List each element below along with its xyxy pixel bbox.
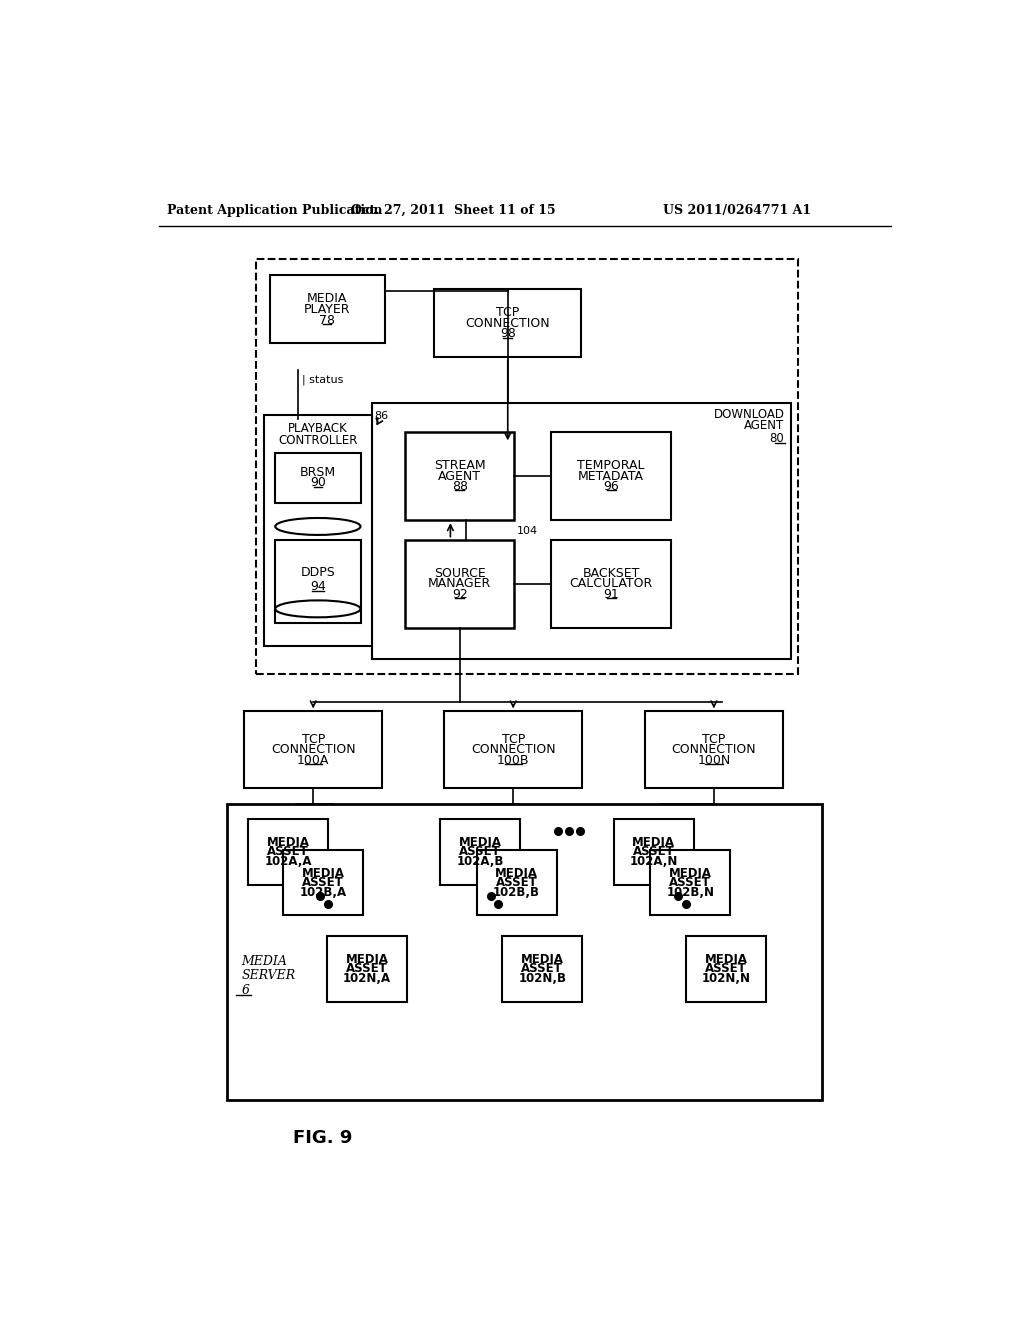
Bar (444, 711, 583, 788)
Text: ASSET: ASSET (633, 845, 675, 858)
Text: BRSM: BRSM (300, 466, 336, 479)
Text: 92: 92 (452, 589, 468, 601)
Text: CONNECTION: CONNECTION (672, 743, 756, 756)
Text: 102A,A: 102A,A (264, 855, 311, 867)
Text: 98: 98 (500, 327, 516, 341)
Text: BACKSET: BACKSET (583, 566, 640, 579)
Text: Patent Application Publication: Patent Application Publication (167, 205, 382, 218)
Bar (434, 289, 582, 358)
Text: ASSET: ASSET (460, 845, 501, 858)
Text: MANAGER: MANAGER (428, 577, 492, 590)
Bar (270, 276, 385, 343)
Text: ASSET: ASSET (706, 962, 746, 975)
Bar (477, 850, 557, 915)
Text: | status: | status (302, 375, 344, 385)
Text: SOURCE: SOURCE (434, 566, 485, 579)
Text: MEDIA: MEDIA (669, 867, 712, 879)
Text: CONNECTION: CONNECTION (466, 317, 550, 330)
Text: PLAYBACK: PLAYBACK (288, 422, 348, 436)
Text: MEDIA: MEDIA (307, 292, 347, 305)
Bar (283, 850, 362, 915)
Text: ASSET: ASSET (521, 962, 563, 975)
Bar (372, 404, 791, 659)
Bar (551, 432, 672, 520)
Text: TCP: TCP (496, 306, 519, 319)
Text: Oct. 27, 2011  Sheet 11 of 15: Oct. 27, 2011 Sheet 11 of 15 (351, 205, 556, 218)
Bar (406, 540, 514, 628)
Text: 100N: 100N (697, 754, 730, 767)
Text: MEDIA: MEDIA (705, 953, 748, 966)
Bar (256, 259, 799, 675)
Text: DOWNLOAD: DOWNLOAD (714, 408, 784, 421)
Text: AGENT: AGENT (438, 470, 481, 483)
Text: 90: 90 (310, 477, 326, 490)
Text: 100A: 100A (297, 754, 330, 767)
Bar (686, 936, 766, 1002)
Text: ASSET: ASSET (670, 876, 711, 890)
Text: CONNECTION: CONNECTION (471, 743, 555, 756)
Bar (328, 936, 407, 1002)
Text: US 2011/0264771 A1: US 2011/0264771 A1 (663, 205, 811, 218)
Ellipse shape (275, 517, 360, 535)
Text: CONNECTION: CONNECTION (271, 743, 355, 756)
Text: TCP: TCP (702, 733, 726, 746)
Text: 102A,B: 102A,B (457, 855, 504, 867)
Bar (614, 818, 693, 884)
Ellipse shape (275, 601, 360, 618)
Bar (503, 936, 583, 1002)
Bar (245, 711, 382, 788)
Text: TCP: TCP (302, 733, 325, 746)
Text: MEDIA: MEDIA (345, 953, 388, 966)
Text: ASSET: ASSET (302, 876, 344, 890)
Text: SERVER: SERVER (241, 969, 295, 982)
Text: TEMPORAL: TEMPORAL (578, 459, 645, 471)
Text: MEDIA: MEDIA (521, 953, 564, 966)
Bar (227, 804, 822, 1100)
Text: MEDIA: MEDIA (241, 954, 287, 968)
Text: PLAYER: PLAYER (304, 302, 350, 315)
Text: 102B,B: 102B,B (494, 886, 541, 899)
Text: METADATA: METADATA (579, 470, 644, 483)
Text: 91: 91 (603, 589, 620, 601)
Bar (275, 453, 360, 503)
Text: MEDIA: MEDIA (633, 836, 676, 849)
Text: CALCULATOR: CALCULATOR (569, 577, 653, 590)
Bar (275, 540, 360, 623)
Text: 78: 78 (319, 314, 335, 326)
Text: ASSET: ASSET (346, 962, 388, 975)
Bar (440, 818, 520, 884)
Text: 102N,B: 102N,B (518, 972, 566, 985)
Text: MEDIA: MEDIA (496, 867, 539, 879)
Text: 102A,N: 102A,N (630, 855, 678, 867)
Bar (406, 432, 514, 520)
Text: TCP: TCP (502, 733, 524, 746)
Bar (263, 414, 372, 645)
Text: MEDIA: MEDIA (301, 867, 344, 879)
Text: 102B,A: 102B,A (299, 886, 346, 899)
Bar (650, 850, 730, 915)
Text: CONTROLLER: CONTROLLER (279, 434, 357, 446)
Text: 102N,N: 102N,N (701, 972, 751, 985)
Text: 80: 80 (770, 432, 784, 445)
Text: 102B,N: 102B,N (667, 886, 715, 899)
Text: 104: 104 (517, 527, 539, 536)
Bar (551, 540, 672, 628)
Text: 6: 6 (241, 985, 249, 998)
Text: ASSET: ASSET (267, 845, 309, 858)
Bar (645, 711, 783, 788)
Text: MEDIA: MEDIA (266, 836, 309, 849)
Text: AGENT: AGENT (744, 418, 784, 432)
Text: DDPS: DDPS (300, 566, 335, 579)
Text: 102N,A: 102N,A (343, 972, 391, 985)
Text: MEDIA: MEDIA (459, 836, 502, 849)
Text: STREAM: STREAM (434, 459, 485, 471)
Text: FIG. 9: FIG. 9 (293, 1129, 352, 1147)
Text: 88: 88 (452, 480, 468, 494)
Bar (248, 818, 328, 884)
Text: 86: 86 (375, 412, 388, 421)
Text: 100B: 100B (497, 754, 529, 767)
Text: 96: 96 (603, 480, 620, 494)
Text: 94: 94 (310, 579, 326, 593)
Text: ASSET: ASSET (496, 876, 538, 890)
